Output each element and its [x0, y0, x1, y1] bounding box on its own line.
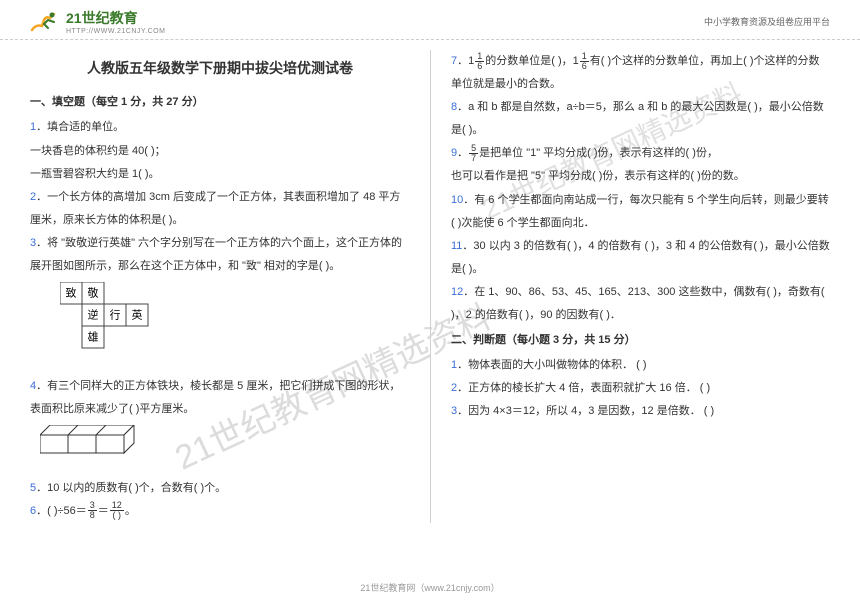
q6-prefix: ．( )÷56＝ [36, 505, 87, 517]
logo-sub-text: HTTP://WWW.21CNJY.COM [66, 28, 165, 35]
j3-text: ．因为 4×3＝12，所以 4，3 是因数，12 是倍数． ( ) [457, 405, 714, 417]
q4: 4．有三个同样大的正方体铁块，棱长都是 5 厘米，把它们拼成下图的形状，表面积比… [30, 375, 410, 421]
q2-text: ．一个长方体的高增加 3cm 后变成了一个正方体，其表面积增加了 48 平方厘米… [30, 191, 400, 226]
q6-frac1-den: 8 [88, 511, 97, 520]
q10-number: 10 [451, 194, 463, 206]
q10-text: ．有 6 个学生都面向南站成一行，每次只能有 5 个学生向后转，则最少要转( )… [451, 194, 829, 229]
q6-mid: ＝ [98, 505, 109, 517]
q12-number: 12 [451, 286, 463, 298]
q6-frac2-den: ( ) [110, 511, 124, 520]
svg-text:敬: 敬 [88, 287, 99, 300]
q7: 7．116的分数单位是( )，116有( )个这样的分数单位，再加上( )个这样… [451, 50, 830, 96]
j2-text: ．正方体的棱长扩大 4 倍，表面积就扩大 16 倍． ( ) [457, 382, 710, 394]
q11: 11．30 以内 3 的倍数有( )，4 的倍数有 ( )，3 和 4 的公倍数… [451, 235, 830, 281]
svg-text:逆: 逆 [88, 308, 99, 322]
running-person-icon [30, 10, 60, 34]
q9-a: 是把单位 "1" 平均分成( )份，表示有这样的( )份， [479, 147, 718, 159]
q7-a: ． [457, 55, 468, 67]
q1-text: ．填合适的单位。 [36, 121, 124, 133]
page-header: 21世纪教育 HTTP://WWW.21CNJY.COM 中小学教育资源及组卷应… [0, 0, 860, 40]
q9-prefix: ． [457, 147, 468, 159]
svg-text:英: 英 [132, 308, 143, 322]
q5: 5．10 以内的质数有( )个，合数有( )个。 [30, 477, 410, 500]
q7-mixed-2: 116 [573, 50, 590, 73]
q6-fraction-1: 38 [88, 501, 97, 520]
section-2-header: 二、判断题（每小题 3 分，共 15 分） [451, 329, 830, 352]
q3-text: ．将 "致敬逆行英雄" 六个字分别写在一个正方体的六个面上，这个正方体的展开图如… [30, 237, 402, 272]
q8: 8．a 和 b 都是自然数，a÷b＝5，那么 a 和 b 的最大公因数是( )，… [451, 96, 830, 142]
page-footer: 21世纪教育网（www.21cnjy.com） [0, 581, 860, 594]
q7-frac-den-1: 6 [475, 62, 484, 71]
q1: 1．填合适的单位。 [30, 116, 410, 139]
q9-fraction: 57 [469, 144, 478, 163]
j1-text: ．物体表面的大小叫做物体的体积． ( ) [457, 359, 646, 371]
logo: 21世纪教育 HTTP://WWW.21CNJY.COM [30, 8, 165, 35]
q9-frac-den: 7 [469, 154, 478, 163]
cube-net-figure: 致 敬 逆 行 英 雄 [60, 282, 410, 371]
q8-text: ．a 和 b 都是自然数，a÷b＝5，那么 a 和 b 的最大公因数是( )，最… [451, 101, 824, 136]
q6: 6．( )÷56＝38＝12( )。 [30, 500, 410, 523]
q6-suffix: 。 [125, 505, 136, 517]
svg-text:雄: 雄 [88, 330, 99, 344]
q7-mixed-whole-2: 1 [573, 50, 579, 73]
q7-b: 的分数单位是( )， [485, 55, 572, 67]
q7-frac-den-2: 6 [580, 62, 589, 71]
q12-text: ．在 1、90、86、53、45、165、213、300 这些数中，偶数有( )… [451, 286, 825, 321]
logo-main-text: 21世纪教育 [66, 8, 165, 28]
q6-fraction-2: 12( ) [110, 501, 124, 520]
q4-text: ．有三个同样大的正方体铁块，棱长都是 5 厘米，把它们拼成下图的形状，表面积比原… [30, 380, 400, 415]
q5-text: ．10 以内的质数有( )个，合数有( )个。 [36, 482, 226, 494]
left-column: 人教版五年级数学下册期中拔尖培优测试卷 一、填空题（每空 1 分，共 27 分）… [30, 50, 430, 523]
paper-title: 人教版五年级数学下册期中拔尖培优测试卷 [30, 54, 410, 83]
svg-text:致: 致 [66, 286, 77, 300]
header-right-text: 中小学教育资源及组卷应用平台 [704, 15, 830, 28]
q3: 3．将 "致敬逆行英雄" 六个字分别写在一个正方体的六个面上，这个正方体的展开图… [30, 232, 410, 278]
q9: 9．57是把单位 "1" 平均分成( )份，表示有这样的( )份， [451, 142, 830, 165]
section-1-header: 一、填空题（每空 1 分，共 27 分） [30, 91, 410, 114]
right-column: 7．116的分数单位是( )，116有( )个这样的分数单位，再加上( )个这样… [430, 50, 830, 523]
q10: 10．有 6 个学生都面向南站成一行，每次只能有 5 个学生向后转，则最少要转(… [451, 189, 830, 235]
q12: 12．在 1、90、86、53、45、165、213、300 这些数中，偶数有(… [451, 281, 830, 327]
q1-line-b: 一瓶雪碧容积大约是 1( )。 [30, 163, 410, 186]
q11-text: ．30 以内 3 的倍数有( )，4 的倍数有 ( )，3 和 4 的公倍数有(… [451, 240, 830, 275]
j3: 3．因为 4×3＝12，所以 4，3 是因数，12 是倍数． ( ) [451, 400, 830, 423]
content-area: 人教版五年级数学下册期中拔尖培优测试卷 一、填空题（每空 1 分，共 27 分）… [0, 40, 860, 523]
q11-number: 11 [451, 240, 462, 252]
q7-mixed-1: 116 [468, 50, 485, 73]
three-cube-figure [40, 425, 410, 472]
svg-text:行: 行 [110, 309, 121, 322]
j1: 1．物体表面的大小叫做物体的体积． ( ) [451, 354, 830, 377]
q1-line-a: 一块香皂的体积约是 40( )； [30, 140, 410, 163]
j2: 2．正方体的棱长扩大 4 倍，表面积就扩大 16 倍． ( ) [451, 377, 830, 400]
q2: 2．一个长方体的高增加 3cm 后变成了一个正方体，其表面积增加了 48 平方厘… [30, 186, 410, 232]
q9-b: 也可以看作是把 "5" 平均分成( )份，表示有这样的( )份的数。 [451, 165, 830, 188]
q7-mixed-whole-1: 1 [468, 50, 474, 73]
